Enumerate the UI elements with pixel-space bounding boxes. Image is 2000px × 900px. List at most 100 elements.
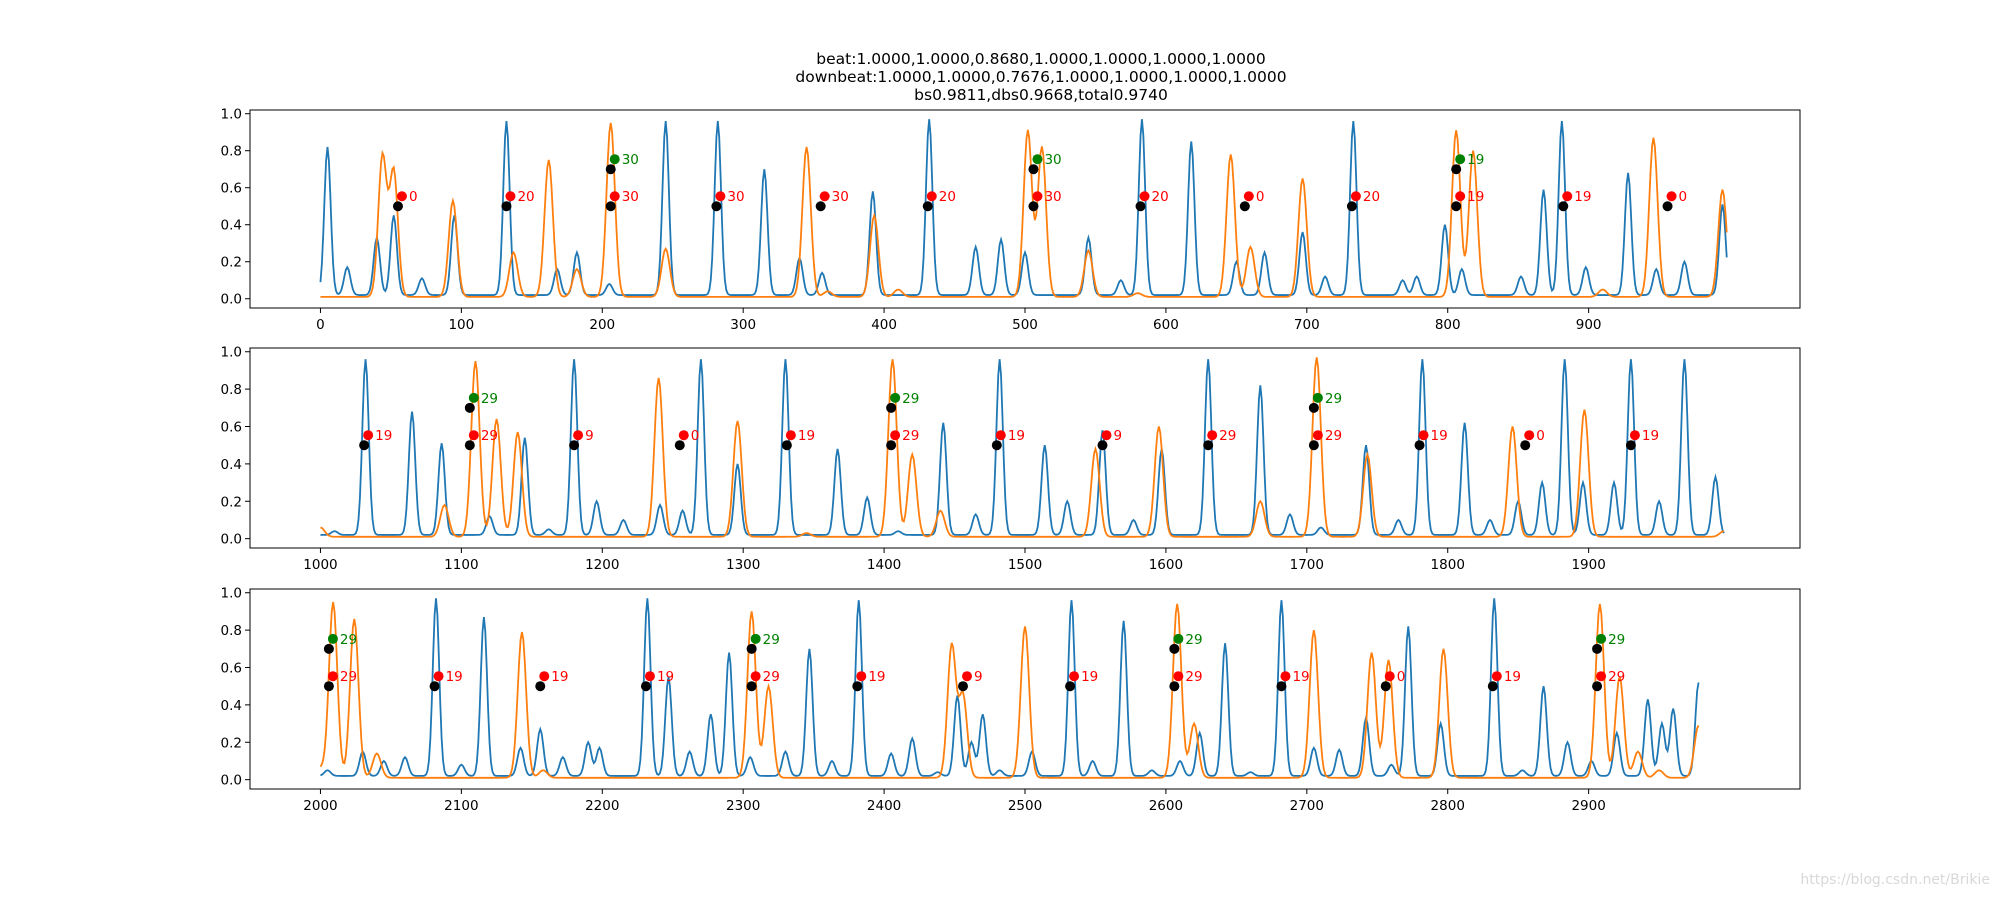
beat-marker: [468, 430, 479, 441]
x-tick-label: 2500: [1008, 798, 1042, 814]
axes-frame: [249, 347, 1801, 549]
beat-marker-label: 30: [622, 189, 639, 205]
beat-marker-label: 19: [1431, 428, 1448, 444]
beat-marker-label: 29: [763, 669, 780, 685]
beat-marker-label: 20: [1363, 189, 1380, 205]
x-tick-label: 1800: [1431, 557, 1465, 573]
beat-marker-label: 0: [691, 428, 700, 444]
estimated-beat-marker: [922, 201, 933, 212]
beat-marker-label: 29: [340, 669, 357, 685]
y-tick-label: 0.6: [221, 181, 242, 197]
y-tick-label: 0.0: [221, 292, 242, 308]
beat-marker: [715, 191, 726, 202]
estimated-beat-marker: [711, 201, 722, 212]
beat-marker: [1596, 671, 1607, 682]
beat-marker: [678, 430, 689, 441]
downbeat-marker-label: 30: [1044, 152, 1061, 168]
beat-marker: [856, 671, 867, 682]
estimated-beat-marker: [1625, 440, 1636, 451]
beat-marker-label: 29: [481, 428, 498, 444]
x-tick-label: 2200: [585, 798, 619, 814]
downbeat-marker-label: 29: [340, 632, 357, 648]
estimated-beat-marker: [1487, 681, 1498, 692]
watermark: https://blog.csdn.net/Brikie: [1800, 872, 1990, 888]
downbeat-marker-label: 29: [1608, 632, 1625, 648]
estimated-beat-marker: [1169, 643, 1180, 654]
x-tick-label: 800: [1435, 317, 1461, 333]
estimated-beat-marker: [886, 402, 897, 413]
x-tick-label: 300: [730, 317, 756, 333]
downbeat-marker: [1455, 154, 1466, 165]
x-tick-label: 1400: [867, 557, 901, 573]
x-tick-label: 600: [1153, 317, 1179, 333]
beat-marker: [573, 430, 584, 441]
x-tick-label: 1900: [1571, 557, 1605, 573]
x-tick-label: 100: [448, 317, 474, 333]
x-tick-label: 2100: [444, 798, 478, 814]
beat-marker-label: 29: [1219, 428, 1236, 444]
downbeat-activation-line: [319, 601, 1700, 779]
beat-marker-label: 9: [585, 428, 594, 444]
beat-marker: [819, 191, 830, 202]
beat-marker: [1032, 191, 1043, 202]
y-tick-label: 0.8: [221, 382, 242, 398]
title-beat-line: beat:1.0000,1.0000,0.8680,1.0000,1.0000,…: [816, 50, 1266, 68]
beat-marker: [609, 191, 620, 202]
beat-marker: [1666, 191, 1677, 202]
beat-marker-label: 19: [1574, 189, 1591, 205]
beat-marker: [890, 430, 901, 441]
axes-frame: [249, 109, 1801, 309]
y-tick-label: 0.0: [221, 773, 242, 789]
x-tick-label: 1700: [1290, 557, 1324, 573]
beat-marker: [539, 671, 550, 682]
y-tick-label: 1.0: [221, 107, 242, 123]
x-tick-label: 200: [589, 317, 615, 333]
estimated-beat-marker: [674, 440, 685, 451]
y-tick-label: 1.0: [221, 345, 242, 361]
beat-marker-label: 19: [1292, 669, 1309, 685]
subplot-3: 29 29 19 19 19 29 29 19 9 19 29 29 19 0 19 29 29 2000 2100…: [221, 586, 1801, 814]
estimated-beat-marker: [1028, 201, 1039, 212]
beat-marker-label: 30: [1044, 189, 1061, 205]
x-tick-label: 2600: [1149, 798, 1183, 814]
beat-marker-label: 19: [657, 669, 674, 685]
estimated-beat-marker: [1346, 201, 1357, 212]
x-tick-label: 2000: [303, 798, 337, 814]
estimated-beat-marker: [569, 440, 580, 451]
downbeat-activation-line: [320, 357, 1725, 538]
estimated-beat-marker: [1380, 681, 1391, 692]
x-tick-label: 400: [871, 317, 897, 333]
downbeat-marker: [1032, 154, 1043, 165]
x-tick-label: 2400: [867, 798, 901, 814]
downbeat-marker: [1312, 392, 1323, 403]
estimated-beat-marker: [886, 440, 897, 451]
downbeat-marker-label: 29: [481, 391, 498, 407]
x-tick-label: 2700: [1290, 798, 1324, 814]
x-tick-label: 2300: [726, 798, 760, 814]
estimated-beat-marker: [1592, 681, 1603, 692]
estimated-beat-marker: [501, 201, 512, 212]
x-tick-label: 1600: [1149, 557, 1183, 573]
downbeat-marker-label: 30: [622, 152, 639, 168]
estimated-beat-marker: [1028, 164, 1039, 175]
beat-marker-label: 0: [1256, 189, 1265, 205]
beat-marker: [1491, 671, 1502, 682]
beat-marker-label: 30: [727, 189, 744, 205]
beat-marker-label: 19: [798, 428, 815, 444]
estimated-beat-marker: [958, 681, 968, 692]
x-tick-label: 2900: [1571, 798, 1605, 814]
beat-marker: [363, 430, 374, 441]
estimated-beat-marker: [429, 681, 440, 692]
x-tick-label: 1300: [726, 557, 760, 573]
estimated-beat-marker: [464, 402, 475, 413]
x-tick-label: 700: [1294, 317, 1320, 333]
beat-marker-label: 19: [1467, 189, 1484, 205]
beat-marker: [1418, 430, 1429, 441]
estimated-beat-marker: [746, 643, 757, 654]
beat-marker-label: 29: [1608, 669, 1625, 685]
beat-marker: [1384, 671, 1395, 682]
estimated-beat-marker: [1558, 201, 1569, 212]
